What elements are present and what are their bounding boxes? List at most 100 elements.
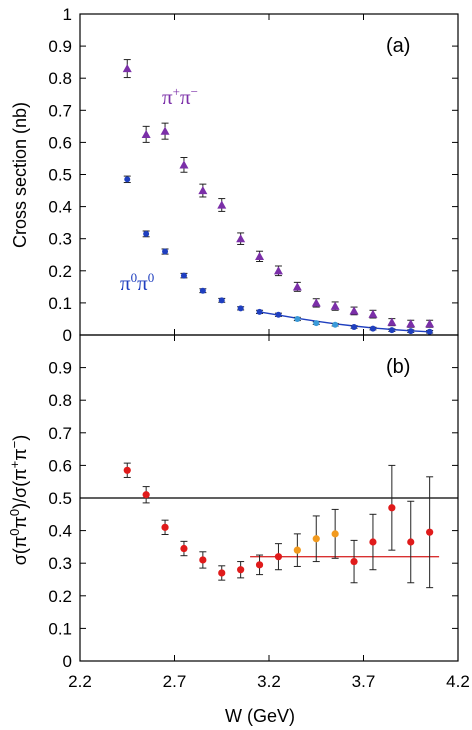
panel-b-xtick-label: 3.7 xyxy=(352,672,376,691)
data-point xyxy=(313,320,320,327)
panel-b-xlabel: W (GeV) xyxy=(225,706,295,726)
data-point xyxy=(255,251,265,260)
panel-b-ytick-label: 0.6 xyxy=(48,456,72,475)
panel-a-ytick-label: 0.2 xyxy=(48,262,72,281)
data-point xyxy=(199,556,207,564)
series-label-charged-pi2: π xyxy=(180,85,191,109)
panel-a-label: (a) xyxy=(386,35,410,57)
panel-b-ytick-label: 0 xyxy=(63,652,72,671)
series-label-neutral: π0π0 xyxy=(120,270,154,295)
data-point xyxy=(312,535,320,543)
data-point xyxy=(256,308,263,315)
panel-b-ytick-label: 0.7 xyxy=(48,424,72,443)
ylabel-part-sup3: + xyxy=(7,461,22,469)
data-point xyxy=(330,301,340,310)
data-point xyxy=(407,328,414,335)
data-point xyxy=(406,319,416,328)
ylabel-part-pi4: π xyxy=(10,448,30,460)
data-point xyxy=(331,530,339,538)
ylabel-part-mid: )/σ(π xyxy=(10,468,30,509)
data-point xyxy=(237,305,244,312)
series-label-charged-pi1: π xyxy=(162,85,173,109)
data-point xyxy=(255,561,264,569)
panel-b-label: (b) xyxy=(386,356,410,378)
ylabel-part-sigma-open: σ(π xyxy=(10,536,30,566)
panel-a-ytick-label: 1 xyxy=(63,5,72,24)
panel-b: 0 0.1 0.2 0.3 0.4 0.5 0.6 0.7 0.8 0.9 2.2 2.7 3.2 3.7… xyxy=(48,334,470,691)
ylabel-part-close: ) xyxy=(10,435,30,441)
data-point xyxy=(160,126,170,135)
panel-b-ytick-label: 0.4 xyxy=(48,522,72,541)
panel-b-ytick-label: 0.5 xyxy=(48,489,72,508)
panel-a-ylabel: Cross section (nb) xyxy=(10,102,30,248)
data-point xyxy=(237,566,245,574)
data-point xyxy=(292,282,302,291)
panel-a-ytick-label: 0.1 xyxy=(48,294,72,313)
series-label-neutral-pi1: π xyxy=(120,271,131,295)
panel-a-ytick-label: 0.9 xyxy=(48,37,72,56)
data-point xyxy=(293,546,301,554)
data-point xyxy=(387,317,397,326)
data-point xyxy=(218,569,226,577)
panel-b-xtick-label: 4.2 xyxy=(446,672,470,691)
panel-b-ylabel: σ(π0π0)/σ(π+π−) xyxy=(7,435,30,566)
panel-b-ytick-label: 0.9 xyxy=(48,359,72,378)
data-point xyxy=(122,64,132,73)
data-point xyxy=(236,234,246,243)
data-point xyxy=(388,327,395,334)
series-label-neutral-sup1: 0 xyxy=(131,270,138,285)
fit-curve xyxy=(259,311,430,333)
data-point xyxy=(161,523,169,531)
panel-a-ytick-label: 0.4 xyxy=(48,198,72,217)
series-label-charged-sup1: + xyxy=(173,84,180,99)
series-label-neutral-pi2: π xyxy=(137,271,148,295)
data-point xyxy=(332,321,339,328)
data-point xyxy=(294,315,301,322)
ylabel-part-pi2: π xyxy=(10,516,30,528)
panel-a-ytick-label: 0.3 xyxy=(48,230,72,249)
panel-a-ytick-label: 0.6 xyxy=(48,133,72,152)
data-point xyxy=(180,544,188,553)
data-point xyxy=(198,186,208,195)
data-point xyxy=(142,491,150,499)
data-point xyxy=(426,528,434,536)
panel-a-ytick-label: 0.8 xyxy=(48,69,72,88)
data-point xyxy=(407,538,415,546)
data-point xyxy=(217,200,227,209)
series-label-neutral-sup2: 0 xyxy=(148,270,155,285)
data-point xyxy=(275,311,282,318)
data-point xyxy=(123,466,131,474)
data-point xyxy=(351,323,358,330)
panel-a-ytick-label: 0.5 xyxy=(48,166,72,185)
ylabel-part-sup1: 0 xyxy=(7,529,22,536)
data-point xyxy=(311,298,321,307)
series-label-charged: π+π− xyxy=(162,84,198,109)
panel-b-ytick-label: 0.1 xyxy=(48,619,72,638)
data-point xyxy=(426,328,433,335)
series-label-charged-sup2: − xyxy=(191,84,198,99)
data-point xyxy=(273,266,283,275)
data-point xyxy=(179,160,189,169)
data-point xyxy=(124,176,131,183)
data-point xyxy=(349,306,359,315)
data-point xyxy=(350,557,358,566)
data-point xyxy=(218,297,225,304)
panel-b-ytick-label: 0.2 xyxy=(48,587,72,606)
data-point xyxy=(369,325,376,332)
panel-b-xtick-label: 3.2 xyxy=(257,672,281,691)
data-point xyxy=(368,309,378,318)
data-point xyxy=(143,230,150,237)
data-point xyxy=(162,248,169,255)
panel-a-ytick-label: 0 xyxy=(63,326,72,345)
panel-b-ytick-label: 0.8 xyxy=(48,391,72,410)
panel-b-ytick-label: 0.3 xyxy=(48,554,72,573)
panel-a-ytick-label: 0.7 xyxy=(48,101,72,120)
data-point xyxy=(388,504,396,512)
panel-a: 0 0.1 0.2 0.3 0.4 0.5 0.6 0.7 0.8 0.9 1 xyxy=(48,5,459,345)
panel-b-xtick-label: 2.7 xyxy=(163,672,187,691)
ylabel-part-sup2: 0 xyxy=(7,509,22,516)
data-point xyxy=(180,272,187,279)
ylabel-part-sup4: − xyxy=(7,441,22,449)
data-point xyxy=(141,129,151,138)
